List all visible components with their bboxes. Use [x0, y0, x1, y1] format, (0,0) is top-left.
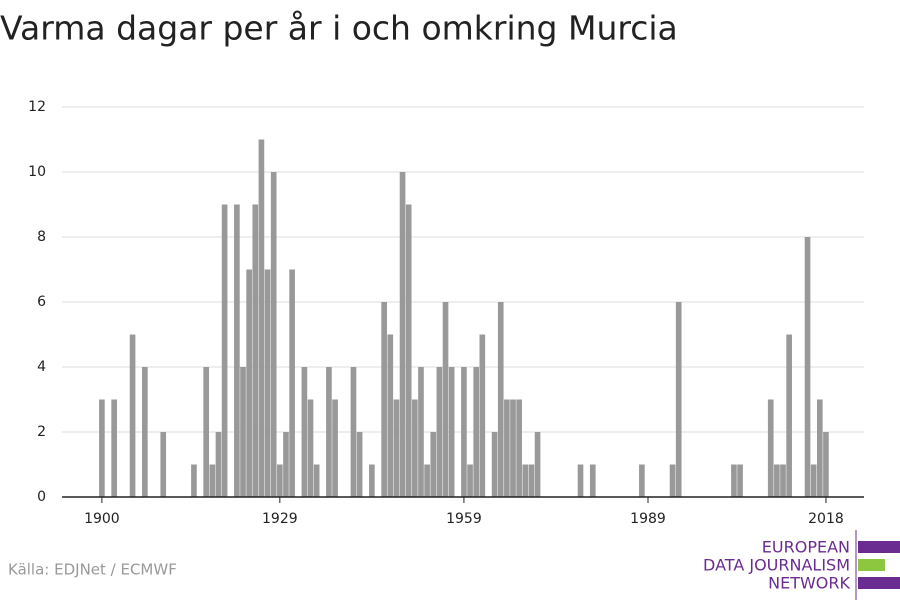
- logo-text: EUROPEAN: [762, 538, 850, 557]
- bar: [264, 269, 271, 497]
- bar: [589, 464, 596, 497]
- bar: [774, 464, 780, 497]
- bar: [412, 399, 418, 497]
- bar: [203, 367, 210, 497]
- bar: [234, 204, 240, 497]
- bar: [528, 464, 535, 497]
- bar: [332, 399, 338, 497]
- y-tick-label: 8: [37, 229, 46, 245]
- bar: [99, 399, 105, 497]
- bar: [804, 237, 811, 497]
- bar: [675, 302, 682, 497]
- bar: [160, 432, 167, 497]
- bar: [418, 367, 424, 497]
- bar: [823, 432, 829, 497]
- logo-bar: [858, 577, 900, 589]
- bar: [442, 302, 449, 497]
- x-tick-label: 1900: [84, 511, 120, 527]
- bar: [240, 367, 246, 497]
- bar: [350, 367, 357, 497]
- bar: [326, 367, 332, 497]
- bar: [504, 399, 510, 497]
- bar: [767, 399, 774, 497]
- x-tick-label: 1959: [446, 511, 482, 527]
- logo-text: NETWORK: [768, 574, 850, 593]
- bar: [142, 367, 148, 497]
- y-tick-label: 6: [37, 294, 46, 310]
- bar: [522, 464, 529, 497]
- bar: [209, 464, 216, 497]
- bar: [430, 432, 437, 497]
- bar: [577, 464, 584, 497]
- bar: [307, 399, 314, 497]
- y-tick-label: 12: [28, 99, 46, 115]
- logo-bar: [858, 559, 885, 571]
- bar: [246, 269, 252, 497]
- bar: [639, 464, 645, 497]
- y-tick-label: 4: [37, 359, 46, 375]
- bar: [191, 464, 197, 497]
- bar: [669, 464, 676, 497]
- bar: [780, 464, 786, 497]
- bar: [473, 367, 480, 497]
- logo-bar: [858, 541, 900, 553]
- bar: [810, 464, 817, 497]
- bar: [510, 399, 516, 497]
- bar: [252, 204, 259, 497]
- bar: [731, 464, 737, 497]
- bar: [289, 269, 295, 497]
- bar: [111, 399, 117, 497]
- bar: [816, 399, 823, 497]
- x-tick-label: 1989: [630, 511, 666, 527]
- y-tick-label: 10: [28, 164, 46, 180]
- y-tick-label: 2: [37, 424, 46, 440]
- x-tick-label: 2018: [808, 511, 844, 527]
- bar: [270, 172, 277, 497]
- bar: [393, 399, 400, 497]
- bar: [129, 334, 136, 497]
- bar: [405, 204, 412, 497]
- bar: [737, 464, 743, 497]
- bar: [301, 367, 308, 497]
- bar: [356, 432, 363, 497]
- bar: [491, 432, 498, 497]
- bar: [313, 464, 320, 497]
- bar: [516, 399, 522, 497]
- bar: [277, 464, 283, 497]
- bar: [221, 204, 228, 497]
- source: Källa: EDJNet / ECMWF: [8, 561, 177, 579]
- bar: [369, 464, 375, 497]
- bar: [258, 139, 265, 497]
- bar: [424, 464, 430, 497]
- bar: [381, 302, 387, 497]
- logo-text: DATA JOURNALISM: [703, 556, 850, 575]
- bar: [283, 432, 289, 497]
- bar: [399, 172, 406, 497]
- bar: [461, 367, 467, 497]
- bar: [497, 302, 504, 497]
- x-tick-label: 1929: [262, 511, 298, 527]
- bar: [786, 334, 792, 497]
- chart-title: Varma dagar per år i och omkring Murcia: [0, 9, 678, 48]
- bar: [215, 432, 222, 497]
- bar: [436, 367, 443, 497]
- bar: [467, 464, 473, 497]
- bar: [534, 432, 541, 497]
- y-tick-label: 0: [37, 489, 46, 505]
- bar: [448, 367, 455, 497]
- bar: [387, 334, 394, 497]
- bar: [479, 334, 486, 497]
